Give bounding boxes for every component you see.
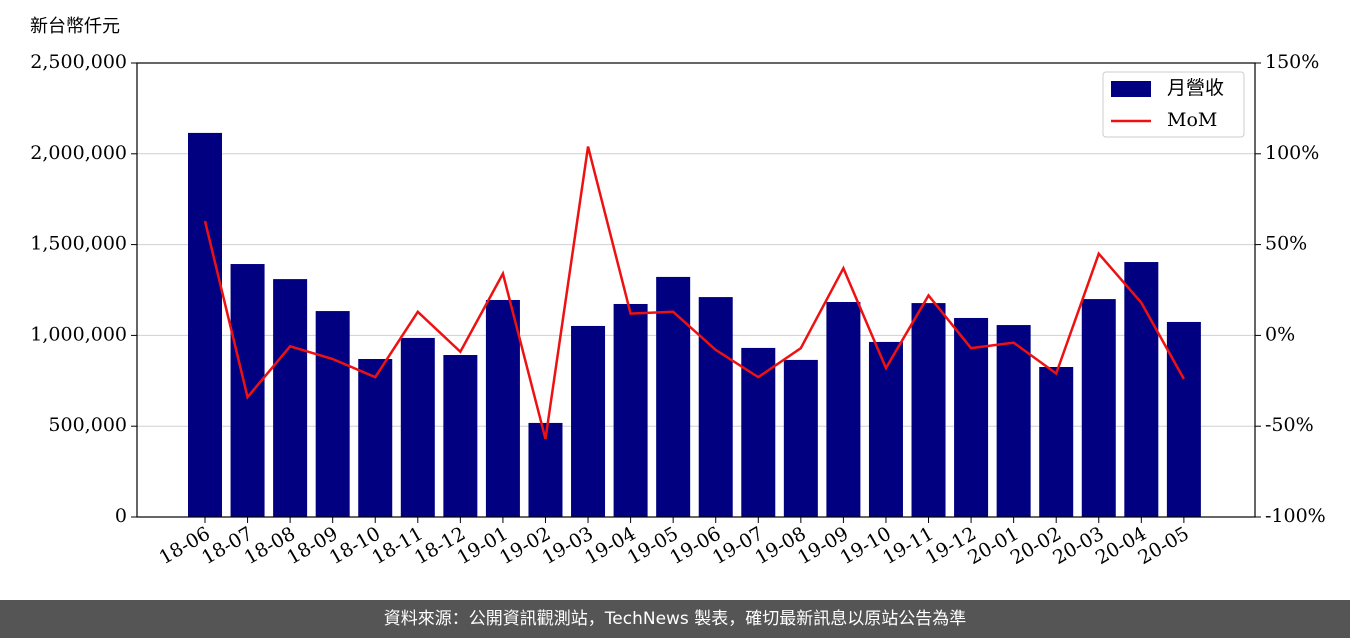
bar: [571, 325, 606, 517]
bar: [230, 264, 265, 517]
y2-tick-label: -100%: [1265, 505, 1326, 527]
bar: [1039, 366, 1074, 517]
bar: [400, 337, 435, 517]
bar: [656, 276, 691, 517]
y-tick-label: 1,000,000: [30, 323, 127, 345]
y-axis-label: 新台幣仟元: [30, 16, 120, 37]
bar: [613, 303, 648, 517]
bar: [1081, 299, 1116, 517]
bar: [1166, 321, 1201, 517]
y2-tick-label: 150%: [1265, 51, 1319, 73]
plot-frame: [136, 62, 1256, 518]
y2-tick-label: 50%: [1265, 233, 1307, 255]
bar: [783, 359, 818, 517]
y-tick-label: 2,000,000: [30, 142, 127, 164]
mom-line: [203, 146, 1185, 440]
y2-tick-label: -50%: [1265, 414, 1314, 436]
bar: [273, 279, 308, 517]
legend-swatch: [1111, 81, 1151, 97]
y2-tick-label: 0%: [1265, 323, 1295, 345]
legend-label: MoM: [1167, 109, 1217, 131]
bar: [911, 303, 946, 517]
bar: [188, 132, 222, 517]
bar: [826, 301, 861, 517]
y-tick-label: 0: [115, 505, 127, 527]
bar: [868, 341, 903, 517]
bar: [485, 299, 520, 517]
bar: [443, 355, 478, 517]
y-tick-label: 500,000: [48, 414, 127, 436]
bar: [1124, 262, 1159, 517]
footer: 資料來源：公開資訊觀測站，TechNews 製表，確切最新訊息以原站公告為準: [0, 600, 1350, 638]
bar: [996, 325, 1031, 517]
bar: [358, 359, 393, 517]
bar: [741, 347, 776, 517]
y-tick-label: 2,500,000: [30, 51, 127, 73]
bar: [315, 311, 350, 517]
bar: [698, 297, 733, 517]
bar: [954, 317, 989, 517]
chart: 新台幣仟元 0 500,000 1,000,000 1,500,000 2,000,00…: [30, 16, 1326, 569]
y-tick-label: 1,500,000: [30, 233, 127, 255]
legend-label: 月營收: [1167, 77, 1224, 99]
y2-tick-label: 100%: [1265, 142, 1319, 164]
legend: 月營收 MoM: [1102, 71, 1245, 138]
